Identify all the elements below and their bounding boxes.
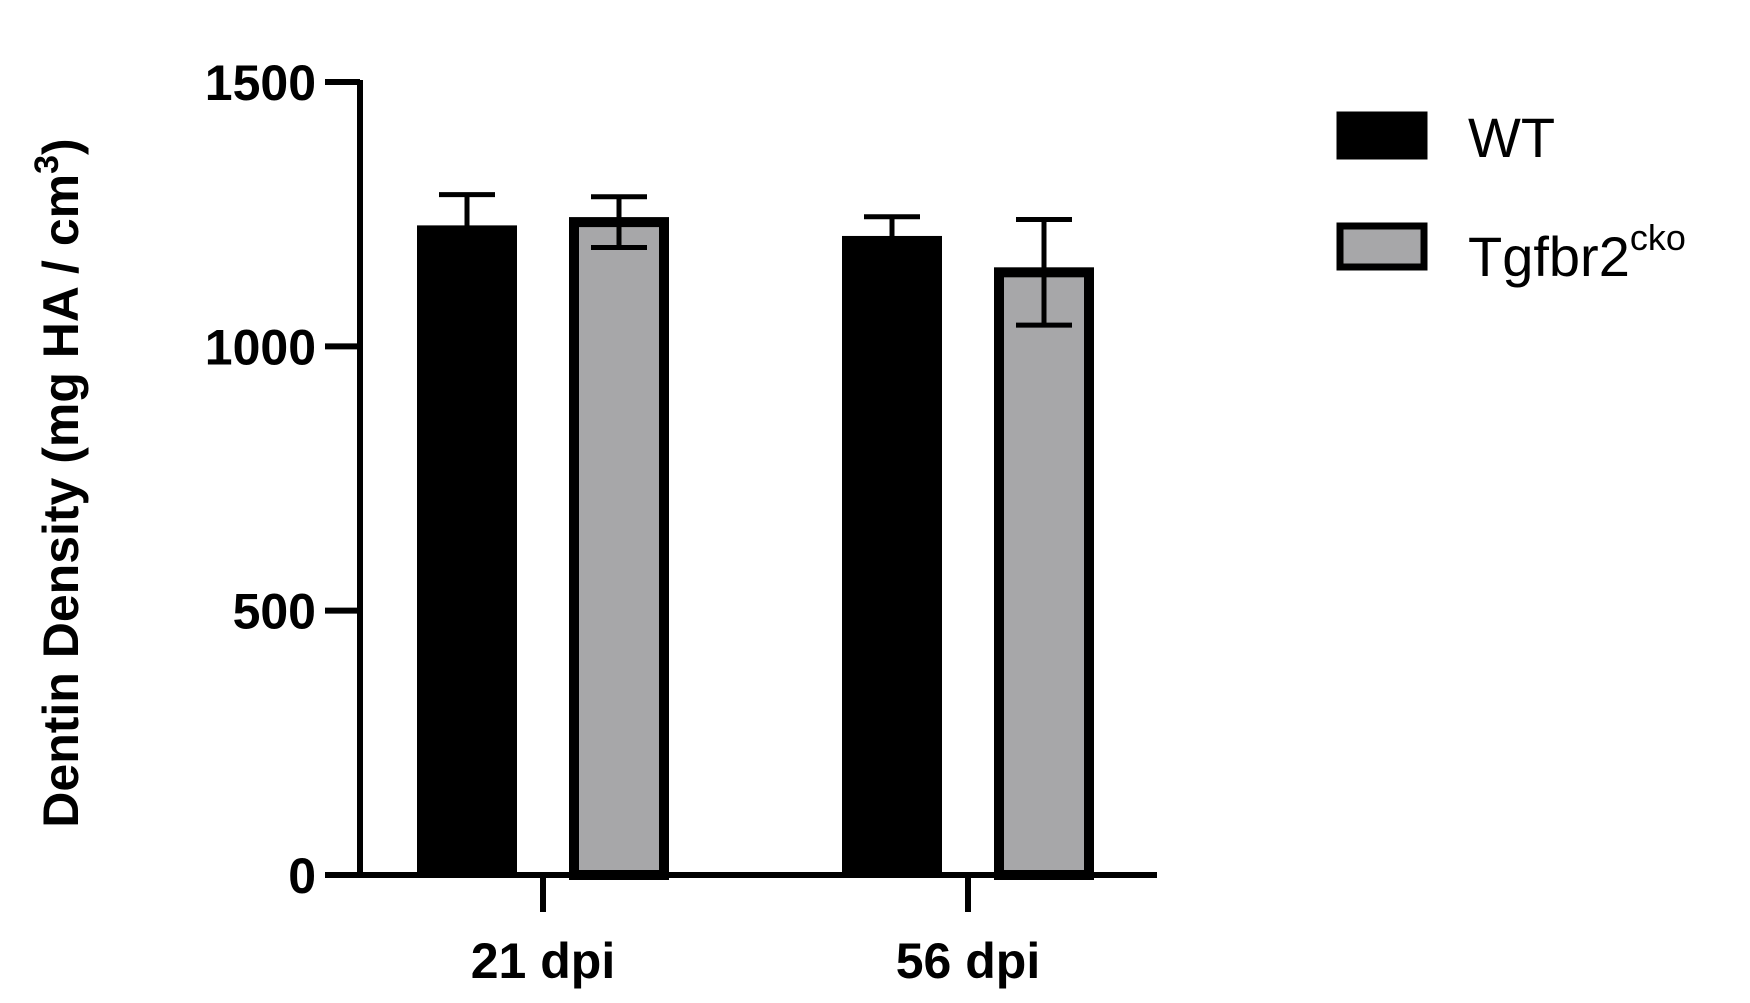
error-bars [439, 192, 1072, 328]
x-tick-label: 21 dpi [471, 933, 615, 989]
y-tick-label: 0 [288, 848, 316, 904]
y-axis-title-main: Dentin Density (mg HA / cm [33, 174, 89, 828]
y-axis-ticks: 0 500 1000 1500 [205, 55, 360, 904]
legend-swatch-wt [1336, 111, 1428, 160]
bar [994, 267, 1094, 880]
legend-swatch-tgfbr2 [1336, 222, 1428, 271]
bars [417, 217, 1094, 880]
legend: WT Tgfbr2cko [1336, 106, 1686, 288]
bar [842, 235, 942, 877]
x-axis-ticks: 21 dpi 56 dpi [471, 875, 1040, 989]
legend-label-tgfbr2-main: Tgfbr2 [1468, 225, 1630, 288]
y-tick-label: 500 [233, 584, 316, 640]
legend-label-wt: WT [1468, 106, 1555, 169]
y-tick-label: 1500 [205, 55, 316, 111]
bar [569, 217, 669, 880]
bar [417, 225, 517, 877]
legend-item-wt: WT [1336, 106, 1555, 169]
y-tick-label: 1000 [205, 319, 316, 375]
legend-label-tgfbr2: Tgfbr2cko [1468, 217, 1686, 288]
legend-label-tgfbr2-superscript: cko [1630, 217, 1686, 258]
y-axis-title-close: ) [33, 138, 89, 155]
x-tick-label: 56 dpi [896, 933, 1040, 989]
y-axis-title-superscript: 3 [28, 155, 66, 174]
legend-item-tgfbr2: Tgfbr2cko [1336, 217, 1686, 288]
y-axis-title: Dentin Density (mg HA / cm3) [28, 138, 89, 827]
